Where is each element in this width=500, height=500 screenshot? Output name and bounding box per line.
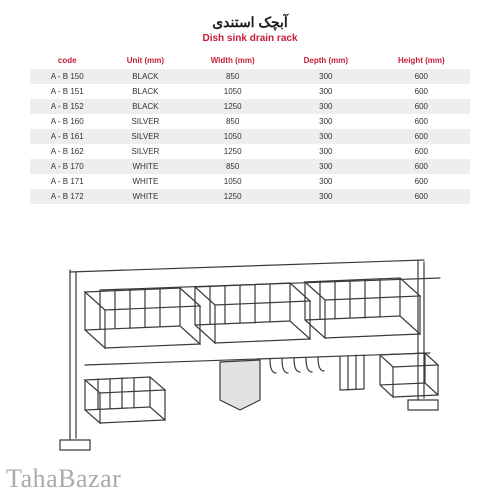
spec-table: code Unit (mm) Width (mm) Depth (mm) Hei…: [30, 52, 470, 204]
table-cell: A - B 150: [30, 69, 105, 84]
table-cell: 300: [279, 144, 373, 159]
title-english: Dish sink drain rack: [30, 33, 470, 44]
table-row: A - B 170WHITE850300600: [30, 159, 470, 174]
table-cell: 300: [279, 99, 373, 114]
table-row: A - B 150BLACK850300600: [30, 69, 470, 84]
table-cell: WHITE: [105, 189, 187, 204]
table-cell: 300: [279, 159, 373, 174]
table-cell: 300: [279, 69, 373, 84]
table-cell: SILVER: [105, 144, 187, 159]
table-cell: 300: [279, 84, 373, 99]
table-cell: A - B 162: [30, 144, 105, 159]
table-cell: 1050: [186, 174, 279, 189]
table-row: A - B 151BLACK1050300600: [30, 84, 470, 99]
table-cell: 300: [279, 189, 373, 204]
table-row: A - B 172WHITE1250300600: [30, 189, 470, 204]
table-row: A - B 162SILVER1250300600: [30, 144, 470, 159]
table-cell: BLACK: [105, 99, 187, 114]
table-cell: 600: [373, 114, 470, 129]
table-cell: SILVER: [105, 129, 187, 144]
table-cell: 1050: [186, 84, 279, 99]
table-cell: WHITE: [105, 174, 187, 189]
table-cell: 850: [186, 69, 279, 84]
table-cell: BLACK: [105, 69, 187, 84]
table-cell: 600: [373, 144, 470, 159]
table-cell: BLACK: [105, 84, 187, 99]
table-cell: 850: [186, 114, 279, 129]
page: آبچک استندی Dish sink drain rack code Un…: [0, 0, 500, 204]
table-row: A - B 160SILVER850300600: [30, 114, 470, 129]
watermark: TahaBazar: [6, 464, 121, 494]
col-height: Height (mm): [373, 52, 470, 69]
table-cell: 600: [373, 159, 470, 174]
rack-illustration: [30, 250, 470, 460]
table-cell: 850: [186, 159, 279, 174]
table-cell: 1250: [186, 144, 279, 159]
table-cell: 600: [373, 69, 470, 84]
table-cell: 600: [373, 129, 470, 144]
table-cell: A - B 171: [30, 174, 105, 189]
col-width: Width (mm): [186, 52, 279, 69]
table-cell: 300: [279, 129, 373, 144]
col-code: code: [30, 52, 105, 69]
table-header-row: code Unit (mm) Width (mm) Depth (mm) Hei…: [30, 52, 470, 69]
table-cell: A - B 152: [30, 99, 105, 114]
table-row: A - B 152BLACK1250300600: [30, 99, 470, 114]
table-cell: 1250: [186, 189, 279, 204]
col-unit: Unit (mm): [105, 52, 187, 69]
table-row: A - B 171WHITE1050300600: [30, 174, 470, 189]
table-cell: SILVER: [105, 114, 187, 129]
table-cell: 300: [279, 174, 373, 189]
table-cell: 600: [373, 174, 470, 189]
table-cell: 1250: [186, 99, 279, 114]
table-cell: A - B 161: [30, 129, 105, 144]
table-cell: A - B 160: [30, 114, 105, 129]
table-cell: A - B 151: [30, 84, 105, 99]
table-cell: 1050: [186, 129, 279, 144]
table-cell: 600: [373, 84, 470, 99]
table-cell: 600: [373, 99, 470, 114]
col-depth: Depth (mm): [279, 52, 373, 69]
table-cell: 600: [373, 189, 470, 204]
title-persian: آبچک استندی: [30, 14, 470, 31]
table-cell: WHITE: [105, 159, 187, 174]
table-cell: A - B 170: [30, 159, 105, 174]
table-row: A - B 161SILVER1050300600: [30, 129, 470, 144]
table-cell: A - B 172: [30, 189, 105, 204]
table-cell: 300: [279, 114, 373, 129]
